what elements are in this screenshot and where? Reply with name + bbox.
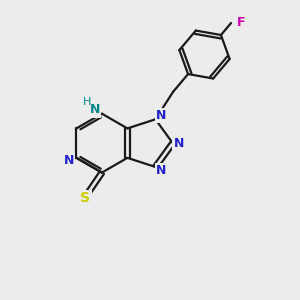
- Text: N: N: [90, 103, 100, 116]
- Text: F: F: [237, 16, 245, 28]
- Text: N: N: [173, 136, 184, 150]
- Text: N: N: [156, 164, 166, 177]
- Text: N: N: [156, 109, 166, 122]
- Text: H: H: [83, 97, 92, 107]
- Text: N: N: [63, 154, 74, 167]
- Text: S: S: [80, 191, 90, 205]
